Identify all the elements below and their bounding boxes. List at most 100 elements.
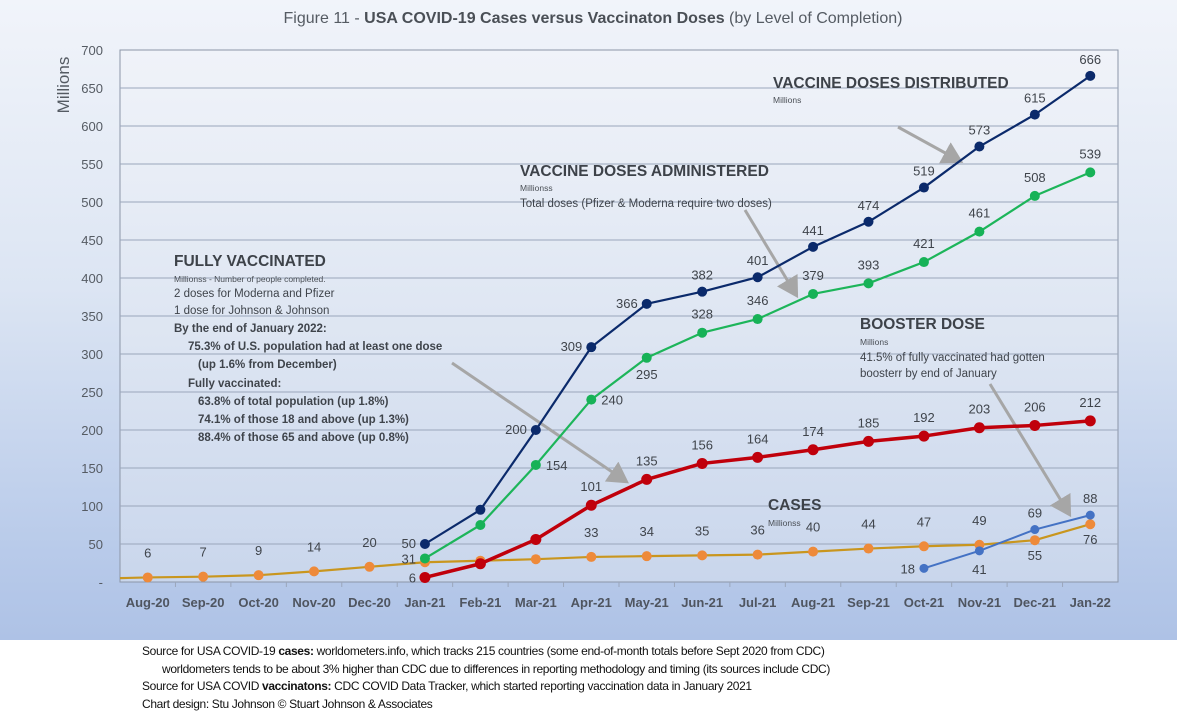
data-label: 156 [691, 437, 713, 452]
x-tick-label: Feb-21 [459, 595, 501, 610]
data-label: 47 [917, 514, 931, 529]
data-label: 379 [802, 268, 824, 283]
annotation-heading: VACCINE DOSES DISTRIBUTED [773, 75, 1009, 92]
y-tick-label: 400 [81, 271, 103, 286]
data-point [918, 430, 930, 442]
x-tick-label: Jul-21 [739, 595, 777, 610]
data-label: 295 [636, 367, 658, 382]
data-point [808, 241, 819, 252]
data-point [142, 572, 153, 583]
annotation-text: By the end of January 2022: [174, 323, 327, 335]
annotation-text: Fully vaccinated: [188, 378, 281, 390]
x-tick-label: Dec-20 [348, 595, 391, 610]
x-tick-label: Aug-21 [791, 595, 835, 610]
chart: Figure 11 - USA COVID-19 Cases versus Va… [54, 10, 1119, 610]
data-label: 240 [601, 393, 623, 408]
data-point [697, 550, 708, 561]
y-tick-label: 600 [81, 119, 103, 134]
data-label: 44 [861, 517, 875, 532]
y-tick-label: 650 [81, 81, 103, 96]
series-line [923, 514, 1091, 570]
footer-line-cases: Source for USA COVID-19 cases: worldomet… [142, 644, 825, 658]
data-label: 50 [401, 536, 415, 551]
data-point [309, 566, 320, 577]
data-label: 164 [747, 431, 769, 446]
data-point [586, 342, 597, 353]
data-label: 461 [969, 206, 991, 221]
data-point [807, 444, 819, 456]
data-point [863, 435, 874, 447]
x-tick-label: Nov-20 [292, 595, 335, 610]
data-label: 508 [1024, 170, 1046, 185]
chart-title: Figure 11 - USA COVID-19 Cases versus Va… [284, 10, 903, 27]
data-label: 573 [969, 123, 991, 138]
y-tick-label: 500 [81, 195, 103, 210]
y-axis-label: Millions [54, 57, 73, 114]
annotation-text: boosterr by end of January [860, 368, 997, 380]
data-label: 206 [1024, 399, 1046, 414]
x-tick-label: Apr-21 [571, 595, 612, 610]
data-point [586, 394, 597, 405]
data-point [1085, 510, 1095, 520]
x-tick-label: Nov-21 [958, 595, 1001, 610]
data-point [752, 314, 763, 325]
y-tick-label: 700 [81, 43, 103, 58]
data-point [641, 473, 653, 485]
data-point [1029, 535, 1040, 546]
data-point [697, 327, 708, 338]
footer-line-credit: Chart design: Stu Johnson © Stuart Johns… [142, 696, 433, 711]
x-tick-label: Oct-20 [238, 595, 278, 610]
annotation-text: (up 1.6% from December) [198, 359, 337, 371]
data-label: 49 [972, 513, 986, 528]
data-label: 615 [1024, 91, 1046, 106]
annotation-sub: Millions [773, 95, 801, 105]
data-point [419, 553, 430, 564]
data-point [863, 216, 874, 227]
data-label: 55 [1028, 548, 1042, 563]
data-point [919, 563, 929, 573]
data-label: 328 [691, 307, 713, 322]
data-point [641, 551, 652, 562]
data-point [530, 554, 541, 565]
data-point [974, 546, 984, 556]
annotation-text: Total doses (Pfizer & Moderna require tw… [520, 198, 772, 210]
arrow-administered [743, 209, 799, 299]
data-label: 101 [580, 479, 602, 494]
data-point [1085, 167, 1096, 178]
data-point [752, 549, 763, 560]
annotation-heading: VACCINE DOSES ADMINISTERED [520, 163, 769, 180]
data-label: 309 [561, 339, 583, 354]
data-label: 6 [144, 545, 151, 560]
data-label: 154 [546, 458, 568, 473]
data-label: 421 [913, 236, 935, 251]
x-tick-label: Dec-21 [1014, 595, 1057, 610]
data-point [974, 141, 985, 152]
data-label: 40 [806, 520, 820, 535]
data-label: 69 [1028, 506, 1042, 521]
annotation-arrows [451, 125, 1072, 518]
data-label: 519 [913, 164, 935, 179]
annotation-text: 88.4% of those 65 and above (up 0.8%) [198, 432, 409, 444]
data-point [1029, 419, 1041, 431]
data-label: 203 [969, 402, 991, 417]
x-tick-label: Mar-21 [515, 595, 557, 610]
data-label: 346 [747, 293, 769, 308]
annotation-heading: BOOSTER DOSE [860, 316, 985, 333]
annotation-text: 1 dose for Johnson & Johnson [174, 305, 329, 317]
data-point [752, 451, 764, 463]
data-label: 401 [747, 253, 769, 268]
data-point [1029, 190, 1040, 201]
data-point [918, 257, 929, 268]
annotation-text: 74.1% of those 18 and above (up 1.3%) [198, 414, 409, 426]
data-point [1084, 415, 1096, 427]
annotation-distributed: VACCINE DOSES DISTRIBUTED Millions [773, 75, 1009, 105]
annotation-text: 75.3% of U.S. population had at least on… [188, 341, 442, 353]
data-point [530, 425, 541, 435]
data-label: 20 [362, 535, 376, 550]
data-point [1085, 519, 1096, 530]
annotation-heading: FULLY VACCINATED [174, 253, 326, 270]
data-label: 6 [409, 570, 416, 585]
x-tick-label: Sep-20 [182, 595, 225, 610]
data-label: 35 [695, 523, 709, 538]
data-label: 474 [858, 198, 880, 213]
